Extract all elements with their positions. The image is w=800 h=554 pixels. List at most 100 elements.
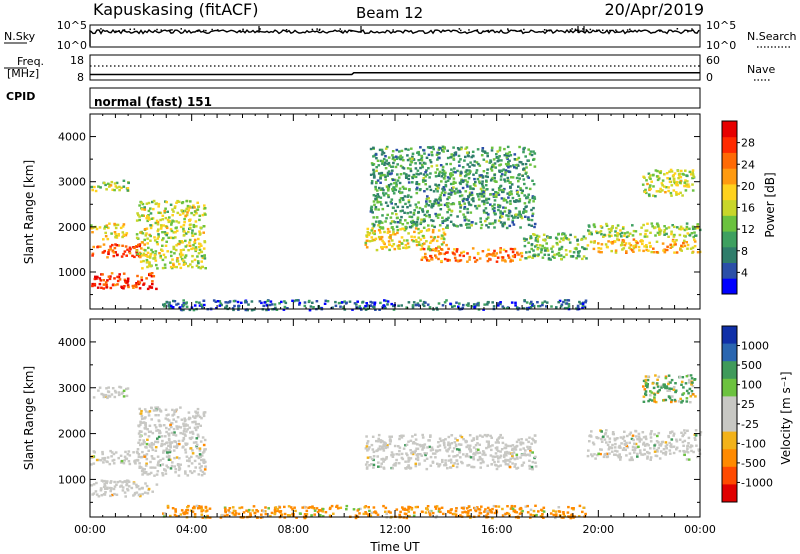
scatter-cell [422, 177, 426, 180]
scatter-cell [531, 303, 534, 306]
scatter-cell [633, 446, 637, 449]
scatter-cell [411, 152, 415, 155]
scatter-cell [377, 447, 380, 450]
scatter-cell [510, 301, 514, 304]
scatter-cell [189, 447, 193, 450]
scatter-cell [453, 441, 457, 444]
scatter-cell [583, 247, 586, 251]
scatter-cell [515, 199, 518, 202]
scatter-cell [527, 241, 530, 244]
scatter-cell [149, 430, 152, 433]
scatter-cell [204, 267, 207, 270]
scatter-cell [639, 451, 642, 455]
scatter-cell [409, 457, 413, 460]
scatter-cell [630, 456, 633, 459]
scatter-cell [443, 446, 447, 449]
scatter-cell [372, 171, 376, 174]
scatter-cell [437, 257, 440, 261]
scatter-cell [659, 190, 662, 193]
scatter-cell [604, 243, 608, 246]
scatter-cell [200, 506, 203, 510]
scatter-cell [642, 436, 646, 439]
scatter-cell [406, 466, 409, 469]
scatter-cell [384, 147, 388, 150]
scatter-cell [451, 173, 454, 176]
scatter-cell [403, 195, 407, 198]
scatter-cell [500, 159, 503, 162]
colorbar-segment [722, 326, 737, 345]
scatter-cell [588, 225, 591, 228]
scatter-cell [152, 443, 156, 446]
scatter-cell [657, 225, 660, 228]
scatter-cell [94, 189, 98, 193]
scatter-cell [120, 285, 123, 288]
scatter-cell [162, 512, 165, 515]
scatter-cell [119, 386, 123, 389]
scatter-cell [380, 462, 383, 465]
scatter-cell [687, 183, 690, 186]
scatter-cell [151, 490, 154, 493]
scatter-cell [411, 435, 414, 438]
scatter-cell [142, 253, 146, 257]
scatter-cell [104, 183, 107, 187]
scatter-cell [428, 200, 432, 203]
scatter-cell [406, 221, 409, 225]
scatter-cell [415, 186, 419, 189]
scatter-cell [135, 285, 138, 289]
scatter-cell [515, 444, 519, 448]
scatter-cell [659, 229, 663, 232]
scatter-cell [196, 201, 199, 204]
scatter-cell [379, 465, 383, 468]
scatter-cell [185, 301, 188, 304]
scatter-cell [517, 200, 520, 203]
scatter-cell [507, 215, 510, 218]
scatter-cell [665, 232, 668, 236]
scatter-cell [411, 176, 415, 180]
scatter-cell [189, 223, 192, 226]
scatter-cell [379, 159, 383, 163]
scatter-cell [463, 159, 466, 162]
scatter-cell [142, 259, 145, 263]
scatter-cell [585, 247, 588, 251]
scatter-cell [167, 413, 170, 416]
scatter-cell [672, 432, 676, 435]
scatter-cell [459, 206, 462, 209]
scatter-cell [170, 221, 173, 224]
scatter-cell [139, 443, 142, 447]
scatter-cell [140, 415, 144, 418]
scatter-cell [634, 435, 638, 438]
scatter-cell [466, 464, 469, 467]
scatter-cell [183, 262, 187, 266]
scatter-cell [197, 266, 200, 269]
scatter-cell [149, 466, 152, 469]
scatter-cell [110, 180, 114, 184]
scatter-cell [486, 168, 489, 171]
scatter-cell [424, 453, 427, 457]
scatter-cell [441, 187, 444, 191]
scatter-cell [391, 226, 394, 229]
scatter-cell [522, 150, 525, 154]
scatter-cell [618, 232, 622, 236]
scatter-cell [679, 248, 682, 251]
scatter-cell [170, 307, 173, 310]
scatter-cell [526, 196, 530, 199]
scatter-cell [379, 181, 382, 184]
scatter-cell [154, 221, 158, 225]
scatter-cell [374, 220, 378, 223]
scatter-cell [487, 510, 491, 514]
scatter-cell [481, 435, 484, 438]
scatter-cell [562, 512, 565, 516]
scatter-cell [691, 173, 695, 176]
scatter-cell [516, 192, 519, 195]
scatter-cell [487, 440, 490, 443]
scatter-cell [114, 233, 117, 236]
scatter-cell [421, 210, 425, 213]
scatter-cell [653, 251, 656, 254]
scatter-cell [378, 238, 382, 241]
scatter-cell [142, 252, 146, 255]
scatter-cell [459, 174, 462, 177]
scatter-cell [467, 177, 471, 180]
scatter-cell [516, 466, 520, 470]
scatter-cell [449, 175, 453, 178]
colorbar-segment [722, 121, 737, 138]
